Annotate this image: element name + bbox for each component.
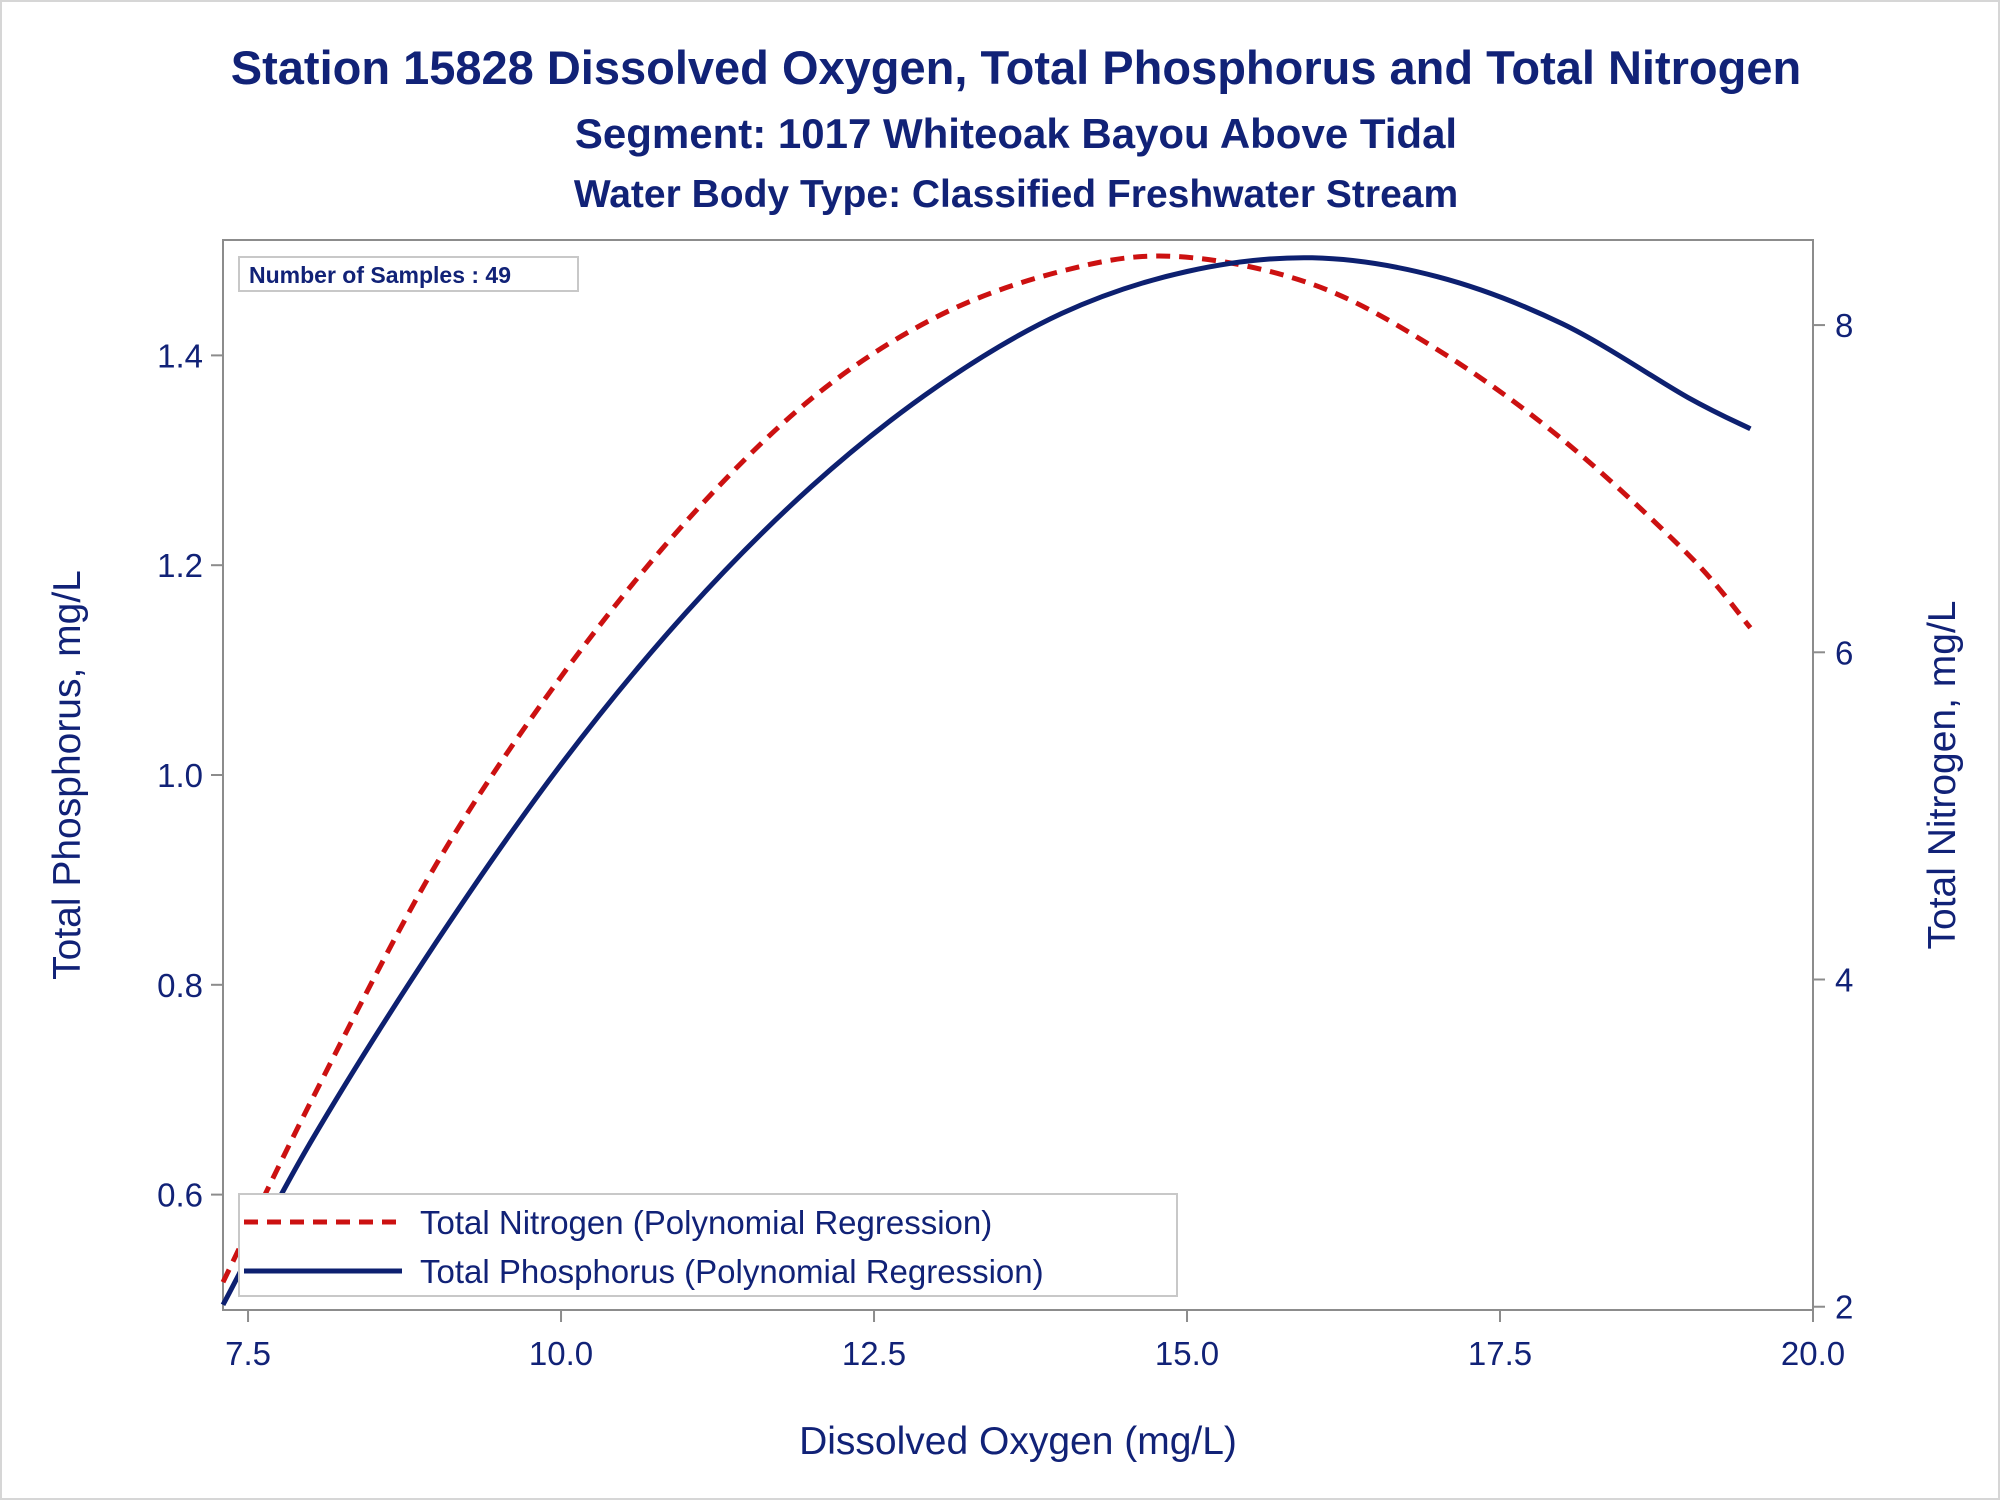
y2-tick-label: 8 (1835, 307, 1853, 344)
y-tick-label: 1.2 (157, 547, 203, 584)
series-layer (220, 253, 1753, 1306)
y2-axis-label: Total Nitrogen, mg/L (1921, 600, 1964, 949)
y-axis-ticks: 0.6 0.8 1.0 1.2 1.4 (157, 337, 223, 1214)
x-tick-label: 12.5 (842, 1335, 906, 1372)
legend: Total Nitrogen (Polynomial Regression) T… (238, 1193, 1178, 1297)
chart-subtitle-2: Water Body Type: Classified Freshwater S… (574, 173, 1458, 216)
y-tick-label: 0.6 (157, 1177, 203, 1214)
legend-label-phosphorus: Total Phosphorus (Polynomial Regression) (420, 1253, 1044, 1290)
y-tick-label: 0.8 (157, 967, 203, 1004)
sample-count-annotation: Number of Samples : 49 (249, 262, 511, 288)
series-line-total-phosphorus (220, 255, 1752, 1306)
plot-area (222, 239, 1814, 1311)
y2-axis-ticks: 2 4 6 8 (1813, 307, 1853, 1326)
x-tick-label: 10.0 (529, 1335, 593, 1372)
series-line-total-nitrogen (220, 253, 1753, 1284)
x-axis-label: Dissolved Oxygen (mg/L) (799, 1420, 1237, 1463)
y2-tick-label: 6 (1835, 634, 1853, 671)
x-tick-label: 7.5 (225, 1335, 271, 1372)
legend-box (238, 1193, 1178, 1297)
x-tick-label: 20.0 (1781, 1335, 1845, 1372)
x-tick-label: 17.5 (1468, 1335, 1532, 1372)
legend-label-nitrogen: Total Nitrogen (Polynomial Regression) (420, 1204, 992, 1241)
chart-subtitle: Segment: 1017 Whiteoak Bayou Above Tidal (575, 110, 1457, 157)
y-tick-label: 1.4 (157, 337, 203, 374)
y-axis-label: Total Phosphorus, mg/L (46, 570, 89, 980)
chart-title: Station 15828 Dissolved Oxygen, Total Ph… (231, 41, 1801, 94)
x-axis-ticks: 7.5 10.0 12.5 15.0 17.5 20.0 (225, 1310, 1845, 1372)
y2-tick-label: 4 (1835, 962, 1853, 999)
x-tick-label: 15.0 (1155, 1335, 1219, 1372)
sample-count-box (238, 256, 579, 292)
y2-tick-label: 2 (1835, 1289, 1853, 1326)
y-tick-label: 1.0 (157, 757, 203, 794)
